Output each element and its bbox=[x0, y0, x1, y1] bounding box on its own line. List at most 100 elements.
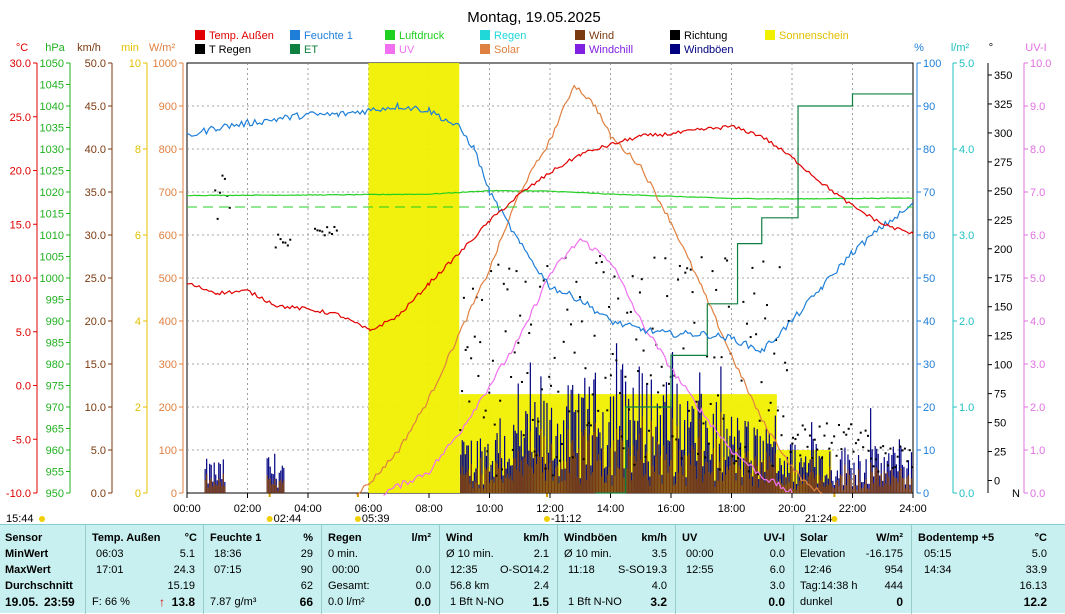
solar-title: Solar bbox=[800, 532, 828, 544]
direction-dot bbox=[493, 423, 496, 426]
solar-state: dunkel bbox=[800, 596, 833, 608]
axis-label-temp: -10.0 bbox=[6, 488, 31, 500]
direction-dot bbox=[847, 427, 850, 430]
legend-swatch bbox=[765, 30, 775, 40]
direction-dot bbox=[789, 451, 792, 454]
wind-max-time: 12:35 bbox=[450, 564, 478, 576]
direction-dot bbox=[684, 271, 687, 274]
axis-label-dir: 325 bbox=[994, 99, 1012, 111]
event-label: 05:39 bbox=[362, 513, 390, 524]
direction-dot bbox=[794, 438, 797, 441]
direction-dot bbox=[624, 375, 627, 378]
axis-label-dir: 25 bbox=[994, 447, 1006, 459]
direction-dot bbox=[580, 320, 583, 323]
axis-label-hum: 70 bbox=[923, 187, 935, 199]
direction-dot bbox=[500, 468, 503, 471]
axis-label-uv: 7.0 bbox=[1030, 187, 1045, 199]
axis-label-hum: 100 bbox=[923, 58, 941, 70]
direction-dot bbox=[791, 442, 794, 445]
axis-label-solar: 0 bbox=[171, 488, 177, 500]
axis-label-solar: 200 bbox=[159, 402, 177, 414]
direction-dot bbox=[874, 458, 877, 461]
sunshine-bar bbox=[368, 63, 460, 493]
axis-wind: 50.0 45.0 40.0 35.0 30.0 25.0 20.0 15.0 10.0 5.0 0… bbox=[85, 58, 113, 500]
legend-swatch bbox=[195, 44, 205, 54]
axis-label-min: 10 bbox=[129, 58, 141, 70]
axis-label-uv: 6.0 bbox=[1030, 230, 1045, 242]
direction-dot bbox=[667, 382, 670, 385]
direction-dot bbox=[486, 450, 489, 453]
uv-max: 6.0 bbox=[769, 564, 785, 576]
direction-dot bbox=[491, 359, 494, 362]
direction-dot bbox=[517, 341, 520, 344]
axis-label-uv: 5.0 bbox=[1030, 273, 1045, 285]
direction-dot bbox=[464, 348, 467, 351]
direction-dot bbox=[606, 409, 609, 412]
direction-dot bbox=[277, 233, 280, 236]
direction-dot bbox=[870, 457, 873, 460]
axis-label-temp: 20.0 bbox=[10, 166, 31, 178]
axis-unit-temp: °C bbox=[16, 42, 28, 54]
axis-label-wind: 35.0 bbox=[85, 187, 106, 199]
direction-dot bbox=[289, 238, 292, 241]
direction-dot bbox=[335, 229, 338, 232]
direction-dot bbox=[279, 238, 282, 241]
axis-label-press: 1025 bbox=[40, 166, 64, 178]
direction-dot bbox=[687, 409, 690, 412]
direction-dot bbox=[896, 455, 899, 458]
direction-dot bbox=[609, 374, 612, 377]
event-dot bbox=[831, 516, 838, 522]
axis-uv: 10.0 9.0 8.0 7.0 6.0 5.0 4.0 3.0 2.0 1.0 0.0 bbox=[1023, 58, 1051, 500]
hum-avg: 62 bbox=[300, 580, 313, 592]
axis-label-dir: 150 bbox=[994, 302, 1012, 314]
direction-dot bbox=[615, 359, 618, 362]
axis-unit-wind: km/h bbox=[77, 42, 101, 54]
direction-dot bbox=[828, 447, 831, 450]
axis-rain: 5.0 4.0 3.0 2.0 1.0 0.0 bbox=[952, 58, 974, 500]
axis-label-dir: 100 bbox=[994, 360, 1012, 372]
rain-period: 0 min. bbox=[328, 548, 358, 560]
axis-label-press: 980 bbox=[46, 359, 64, 371]
rain-unit: l/m² bbox=[411, 532, 431, 544]
soil-unit: °C bbox=[1034, 532, 1047, 544]
direction-dot bbox=[724, 257, 727, 260]
direction-dot bbox=[671, 435, 674, 438]
direction-dot bbox=[510, 375, 513, 378]
direction-dot bbox=[697, 452, 700, 455]
direction-dot bbox=[622, 447, 625, 450]
rain-rate: 0.0 l/m² bbox=[328, 596, 365, 608]
series-et bbox=[595, 93, 913, 494]
solar-elevation: -16.175 bbox=[865, 548, 903, 560]
x-tick-label: 24:00 bbox=[899, 503, 927, 515]
direction-dot bbox=[223, 177, 226, 180]
direction-dot bbox=[533, 450, 536, 453]
direction-dot bbox=[702, 422, 705, 425]
direction-dot bbox=[481, 298, 484, 301]
direction-dot bbox=[479, 341, 482, 344]
axis-label-uv: 3.0 bbox=[1030, 359, 1045, 371]
axis-unit-rain: l/m² bbox=[951, 42, 970, 54]
temp-title: Temp. Außen bbox=[92, 532, 161, 544]
direction-dot bbox=[662, 384, 665, 387]
solar-avg: 444 bbox=[884, 580, 903, 592]
direction-dot bbox=[631, 275, 634, 278]
direction-dot bbox=[504, 330, 507, 333]
soil-min: 5.0 bbox=[1031, 548, 1047, 560]
axis-label-press: 1005 bbox=[40, 252, 64, 264]
direction-dot bbox=[274, 246, 277, 249]
direction-dot bbox=[753, 292, 756, 295]
axis-label-uv: 9.0 bbox=[1030, 101, 1045, 113]
direction-dot bbox=[747, 470, 750, 473]
direction-dot bbox=[823, 434, 826, 437]
legend-swatch bbox=[575, 44, 585, 54]
legend-label: Richtung bbox=[684, 30, 727, 42]
direction-dot bbox=[470, 357, 473, 360]
direction-dot bbox=[328, 231, 331, 234]
axis-label-solar: 1000 bbox=[153, 58, 177, 70]
direction-dot bbox=[326, 226, 329, 229]
direction-dot bbox=[911, 466, 914, 469]
direction-dot bbox=[673, 374, 676, 377]
axis-label-dir: 0 bbox=[994, 476, 1000, 488]
temp-unit: °C bbox=[184, 532, 197, 544]
x-tick-label: 20:00 bbox=[778, 503, 806, 515]
